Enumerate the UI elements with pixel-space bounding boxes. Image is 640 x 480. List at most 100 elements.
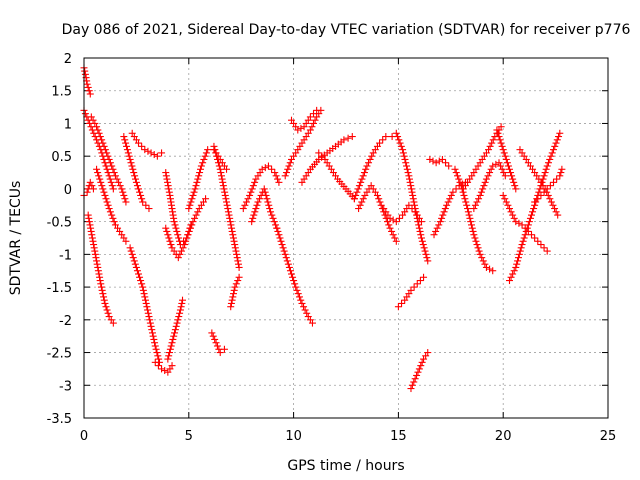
data-point bbox=[479, 257, 487, 265]
data-point bbox=[83, 188, 91, 196]
data-point bbox=[518, 241, 526, 249]
data-point bbox=[101, 146, 109, 154]
data-point bbox=[354, 185, 362, 193]
data-point bbox=[223, 165, 231, 173]
data-point bbox=[126, 155, 134, 163]
data-point bbox=[408, 381, 416, 389]
data-point bbox=[229, 293, 237, 301]
data-point bbox=[391, 234, 399, 242]
data-point bbox=[191, 185, 199, 193]
data-point bbox=[497, 123, 505, 131]
data-point bbox=[194, 175, 202, 183]
data-point bbox=[400, 152, 408, 160]
data-point bbox=[86, 90, 94, 98]
data-point bbox=[409, 191, 417, 199]
data-point bbox=[161, 367, 169, 375]
data-point bbox=[167, 241, 175, 249]
data-point bbox=[410, 378, 418, 386]
data-point bbox=[365, 159, 373, 167]
data-point bbox=[408, 188, 416, 196]
data-point bbox=[366, 155, 374, 163]
grid-lines bbox=[84, 58, 608, 418]
data-point bbox=[162, 172, 170, 180]
data-point bbox=[402, 159, 410, 167]
data-point bbox=[164, 182, 172, 190]
data-point bbox=[137, 277, 145, 285]
data-point bbox=[265, 201, 273, 209]
data-point bbox=[138, 195, 146, 203]
data-point bbox=[515, 219, 523, 227]
data-point bbox=[127, 247, 135, 255]
data-point bbox=[541, 185, 549, 193]
data-point bbox=[298, 299, 306, 307]
data-point bbox=[213, 342, 221, 350]
data-point bbox=[348, 133, 356, 141]
data-point bbox=[142, 201, 150, 209]
data-point bbox=[191, 214, 199, 222]
data-point bbox=[102, 195, 110, 203]
data-point bbox=[540, 244, 548, 252]
data-point bbox=[344, 134, 352, 142]
data-point bbox=[282, 169, 290, 177]
data-point bbox=[268, 165, 276, 173]
data-point bbox=[495, 159, 503, 167]
data-point bbox=[432, 159, 440, 167]
data-point bbox=[175, 313, 183, 321]
data-point bbox=[420, 273, 428, 281]
data-point bbox=[520, 234, 528, 242]
data-point bbox=[96, 273, 104, 281]
data-point bbox=[246, 191, 254, 199]
data-point bbox=[306, 126, 314, 134]
data-point bbox=[435, 157, 443, 165]
data-point bbox=[411, 375, 419, 383]
x-tick-label: 5 bbox=[185, 429, 193, 444]
data-point bbox=[103, 165, 111, 173]
data-point bbox=[224, 208, 232, 216]
data-point bbox=[505, 277, 513, 285]
data-point bbox=[454, 172, 462, 180]
data-point bbox=[253, 201, 261, 209]
x-tick-label: 25 bbox=[600, 429, 617, 444]
data-point bbox=[163, 175, 171, 183]
data-point bbox=[90, 241, 98, 249]
data-point bbox=[84, 83, 92, 91]
data-point bbox=[510, 267, 518, 275]
data-point bbox=[145, 313, 153, 321]
data-point bbox=[99, 139, 107, 147]
data-point bbox=[179, 296, 187, 304]
data-point bbox=[122, 237, 130, 245]
data-point bbox=[139, 198, 147, 206]
data-point bbox=[406, 178, 414, 186]
data-point bbox=[87, 224, 95, 232]
data-point bbox=[105, 205, 113, 213]
data-point bbox=[360, 169, 368, 177]
data-point bbox=[272, 221, 280, 229]
data-point bbox=[436, 218, 444, 226]
data-point bbox=[264, 198, 272, 206]
data-point bbox=[137, 191, 145, 199]
data-point bbox=[382, 133, 390, 141]
data-point bbox=[244, 195, 252, 203]
data-point bbox=[472, 237, 480, 245]
data-point bbox=[408, 205, 416, 213]
data-point bbox=[94, 263, 102, 271]
data-point bbox=[388, 227, 396, 235]
data-point bbox=[442, 159, 450, 167]
data-point bbox=[537, 191, 545, 199]
y-tick-label: -3.5 bbox=[47, 412, 72, 427]
data-point bbox=[413, 371, 421, 379]
data-point bbox=[315, 149, 323, 157]
data-point bbox=[171, 329, 179, 337]
data-point bbox=[143, 303, 151, 311]
data-point bbox=[217, 169, 225, 177]
data-point bbox=[218, 175, 226, 183]
data-point bbox=[104, 169, 112, 177]
data-point bbox=[429, 157, 437, 165]
data-point bbox=[356, 201, 364, 209]
data-point bbox=[501, 172, 509, 180]
data-point bbox=[350, 195, 358, 203]
data-point bbox=[153, 152, 161, 160]
data-point bbox=[163, 227, 171, 235]
data-point bbox=[556, 172, 564, 180]
data-point bbox=[185, 227, 193, 235]
